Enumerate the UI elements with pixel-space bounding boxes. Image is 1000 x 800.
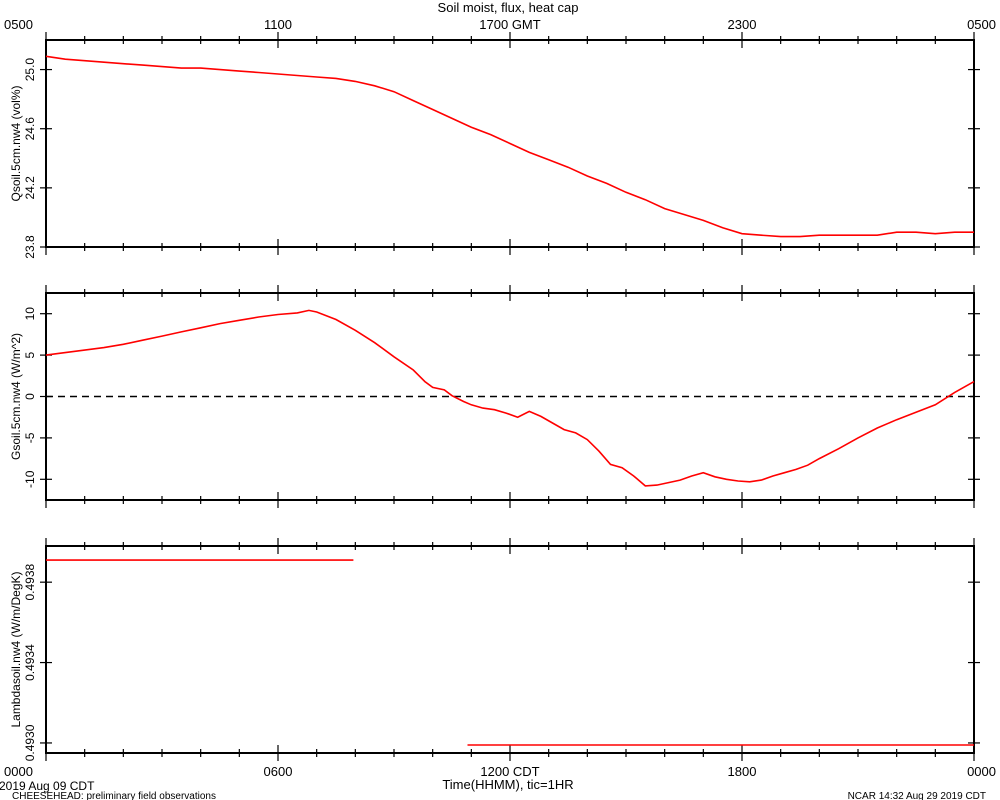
y-tick-label: 0.4934 xyxy=(23,644,37,681)
panel-frame xyxy=(45,292,975,501)
bottom-tick-label: 0000 xyxy=(967,764,996,779)
y-tick-label: 23.8 xyxy=(23,235,37,259)
y-tick-label: 5 xyxy=(23,351,37,358)
y-tick-label: 24.2 xyxy=(23,176,37,200)
y-tick-label: 0.4930 xyxy=(23,724,37,761)
y-tick-label: -5 xyxy=(23,432,37,443)
bottom-tick-label: 0000 xyxy=(4,764,33,779)
series-line xyxy=(45,309,975,487)
x-axis-label: Time(HHMM), tic=1HR xyxy=(442,777,573,792)
top-tick-label: 1100 xyxy=(264,17,292,32)
panel-frame xyxy=(45,545,975,754)
y-axis-label: Qsoil.5cm.nw4 (vol%) xyxy=(9,85,23,201)
top-tick-label: 2300 xyxy=(728,17,757,32)
y-axis-label: Gsoil.5cm.nw4 (W/m^2) xyxy=(9,333,23,460)
y-tick-label: -10 xyxy=(23,470,37,488)
bottom-tick-label: 0600 xyxy=(264,764,293,779)
bottom-tick-label: 1800 xyxy=(728,764,757,779)
footer-date: 2019 Aug 09 CDT xyxy=(0,779,95,793)
y-tick-label: 24.6 xyxy=(23,117,37,141)
top-tick-label: 0500 xyxy=(967,17,996,32)
footer-stamp: NCAR 14:32 Aug 29 2019 CDT xyxy=(848,791,986,800)
y-tick-label: 0.4938 xyxy=(23,563,37,600)
y-tick-label: 10 xyxy=(23,307,37,321)
y-tick-label: 25.0 xyxy=(23,58,37,82)
bottom-axis: 0000 0600 1200 CDT 1800 0000 xyxy=(4,764,996,779)
footer-project: CHEESEHEAD: preliminary field observatio… xyxy=(12,791,216,800)
y-tick-label: 0 xyxy=(23,393,37,400)
chart-title: Soil moist, flux, heat cap xyxy=(438,0,579,15)
bottom-tick-label: 1200 CDT xyxy=(480,764,539,779)
top-tick-label: 1700 GMT xyxy=(479,17,540,32)
series-line xyxy=(45,55,974,238)
y-axis-label: Lambdasoil.nw4 (W/m/DegK) xyxy=(9,571,23,727)
top-tick-label: 0500 xyxy=(4,17,33,32)
top-axis: 0500 1100 1700 GMT 2300 0500 xyxy=(4,17,996,32)
